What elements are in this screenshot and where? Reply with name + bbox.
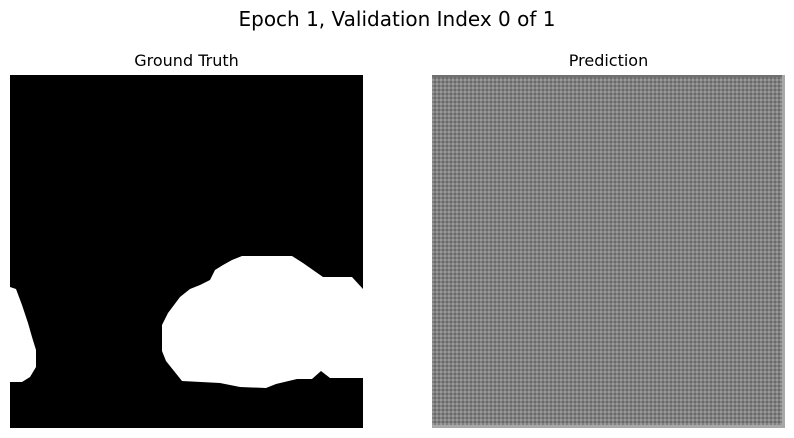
prediction-bottom-edge xyxy=(432,425,785,428)
ground-truth-title: Ground Truth xyxy=(134,51,239,70)
mask-region-right xyxy=(162,256,363,388)
prediction-map xyxy=(432,75,785,428)
ground-truth-mask xyxy=(10,75,363,428)
prediction-top-edge xyxy=(432,75,785,77)
prediction-title: Prediction xyxy=(568,51,649,70)
mask-region-left xyxy=(10,287,36,382)
prediction-right-edge xyxy=(782,75,785,428)
figure-title: Epoch 1, Validation Index 0 of 1 xyxy=(238,7,556,31)
prediction-fill xyxy=(432,75,785,428)
